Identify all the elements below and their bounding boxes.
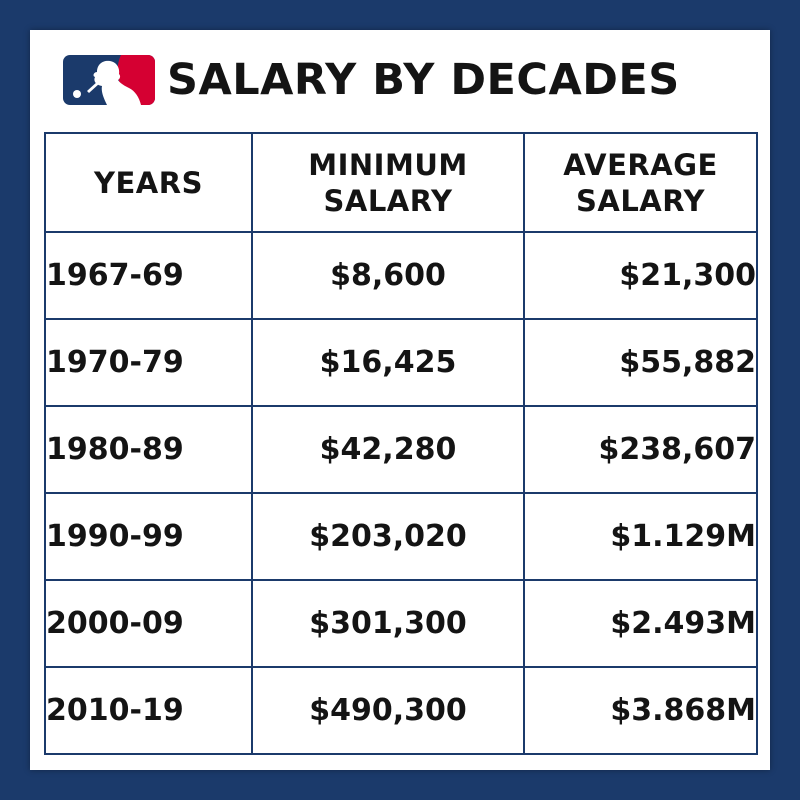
salary-table: YEARS MINIMUM SALARY AVERAGE SALARY 1967… bbox=[44, 132, 758, 755]
table-row: 1967-69 $8,600 $21,300 bbox=[44, 231, 758, 320]
column-header-minimum-line2: SALARY bbox=[323, 183, 453, 218]
average-salary-cell: $3.868M bbox=[523, 666, 758, 755]
average-salary-cell: $21,300 bbox=[523, 231, 758, 320]
average-salary-cell: $2.493M bbox=[523, 579, 758, 668]
salary-card: SALARY BY DECADES YEARS MINIMUM SALARY A… bbox=[30, 30, 770, 770]
page-title: SALARY BY DECADES bbox=[167, 55, 680, 105]
mlb-logo-icon bbox=[63, 55, 155, 105]
minimum-salary-cell: $16,425 bbox=[251, 318, 525, 407]
column-header-average-line2: SALARY bbox=[576, 183, 705, 218]
header: SALARY BY DECADES bbox=[63, 50, 680, 110]
average-salary-cell: $55,882 bbox=[523, 318, 758, 407]
years-cell: 1970-79 bbox=[44, 318, 253, 407]
table-row: 1980-89 $42,280 $238,607 bbox=[44, 405, 758, 494]
column-header-minimum-line1: MINIMUM bbox=[308, 147, 468, 182]
table-row: 2010-19 $490,300 $3.868M bbox=[44, 666, 758, 755]
years-cell: 2000-09 bbox=[44, 579, 253, 668]
minimum-salary-cell: $490,300 bbox=[251, 666, 525, 755]
years-cell: 1967-69 bbox=[44, 231, 253, 320]
minimum-salary-cell: $8,600 bbox=[251, 231, 525, 320]
years-cell: 1990-99 bbox=[44, 492, 253, 581]
column-header-average-salary: AVERAGE SALARY bbox=[523, 132, 758, 233]
table-row: 1990-99 $203,020 $1.129M bbox=[44, 492, 758, 581]
header-row: YEARS MINIMUM SALARY AVERAGE SALARY bbox=[44, 132, 758, 233]
average-salary-cell: $238,607 bbox=[523, 405, 758, 494]
years-cell: 2010-19 bbox=[44, 666, 253, 755]
column-header-average-line1: AVERAGE bbox=[563, 147, 718, 182]
minimum-salary-cell: $42,280 bbox=[251, 405, 525, 494]
table-row: 1970-79 $16,425 $55,882 bbox=[44, 318, 758, 407]
average-salary-cell: $1.129M bbox=[523, 492, 758, 581]
minimum-salary-cell: $203,020 bbox=[251, 492, 525, 581]
years-cell: 1980-89 bbox=[44, 405, 253, 494]
minimum-salary-cell: $301,300 bbox=[251, 579, 525, 668]
column-header-minimum-salary: MINIMUM SALARY bbox=[251, 132, 525, 233]
column-header-years: YEARS bbox=[44, 132, 253, 233]
table-row: 2000-09 $301,300 $2.493M bbox=[44, 579, 758, 668]
column-header-years-line1: YEARS bbox=[94, 165, 203, 200]
